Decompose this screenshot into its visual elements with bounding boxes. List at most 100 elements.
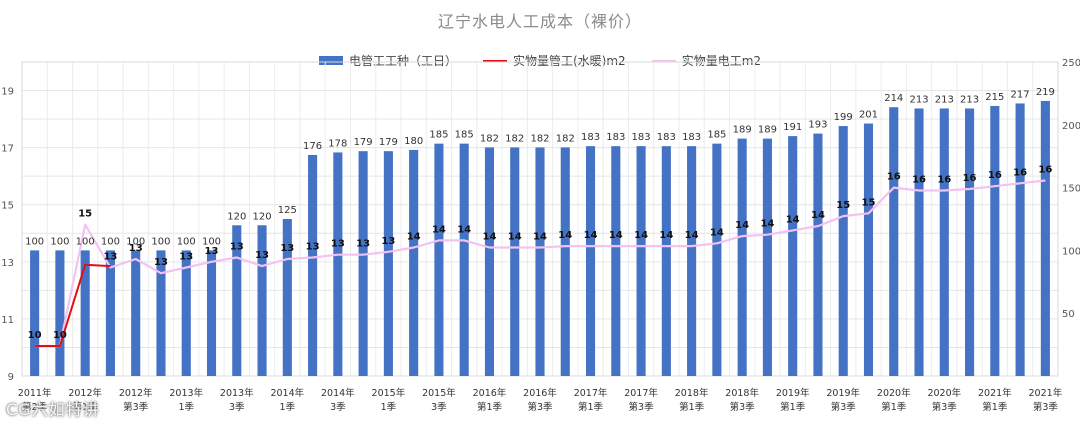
line-value-label: 14: [533, 232, 547, 243]
bar: [535, 147, 545, 376]
x-tick-label-quarter: 第1季: [780, 401, 806, 413]
x-tick-label-quarter: 第3季: [629, 401, 655, 413]
bar-value-label: 182: [530, 133, 549, 144]
x-tick-label-year: 2012年: [68, 387, 102, 399]
bar: [737, 138, 747, 376]
x-tick-label-quarter: 第3季: [932, 401, 958, 413]
line-value-label: 13: [280, 243, 294, 254]
line-value-label: 14: [407, 232, 421, 243]
bar: [687, 146, 697, 376]
bar: [80, 250, 90, 376]
bar-value-label: 185: [429, 130, 448, 141]
bar-value-label: 191: [783, 122, 802, 133]
bar-value-label: 100: [177, 236, 196, 247]
x-tick-label-year: 2021年: [978, 387, 1012, 399]
bar-value-label: 178: [328, 138, 347, 149]
bar-value-label: 180: [404, 136, 423, 147]
line-value-label: 16: [1038, 164, 1052, 175]
bar-value-label: 183: [606, 132, 625, 143]
x-tick-label-quarter: 3季: [330, 401, 346, 413]
line-value-label: 14: [584, 230, 598, 241]
bar: [282, 219, 292, 376]
bar-value-label: 182: [505, 133, 524, 144]
line-value-label: 13: [331, 239, 345, 250]
line-value-label: 16: [988, 170, 1002, 181]
bar: [1040, 100, 1050, 376]
bar: [484, 147, 495, 376]
bar: [257, 225, 267, 376]
bar-value-label: 215: [985, 92, 1004, 103]
x-tick-label-year: 2014年: [270, 387, 304, 399]
bar: [105, 250, 115, 376]
bar-value-label: 100: [202, 236, 221, 247]
bar-value-label: 213: [935, 94, 954, 105]
line-value-label: 14: [811, 210, 825, 221]
line-value-label: 16: [887, 172, 901, 183]
bar: [131, 250, 141, 376]
bar: [585, 146, 596, 376]
bar-value-label: 100: [50, 236, 69, 247]
y-left-tick-label: 17: [1, 144, 14, 155]
x-tick-label-quarter: 1季: [178, 401, 194, 413]
y-left-tick-label: 19: [1, 87, 14, 98]
x-tick-label-year: 2020年: [877, 387, 911, 399]
line-value-label: 13: [306, 242, 320, 253]
x-tick-label-year: 2017年: [574, 387, 608, 399]
bar: [510, 147, 520, 376]
series-line-pipe: [34, 263, 111, 347]
line-value-label: 16: [963, 173, 977, 184]
x-tick-label-year: 2021年: [1029, 387, 1063, 399]
line-value-label: 14: [457, 224, 471, 235]
x-tick-label-year: 2020年: [927, 387, 961, 399]
line-value-label: 13: [129, 243, 143, 254]
bar-value-label: 182: [480, 133, 499, 144]
x-tick-label-quarter: 第1季: [477, 401, 503, 413]
bar: [459, 143, 469, 376]
bar: [308, 154, 318, 376]
legend-item-elec-line[interactable]: 实物量电工m2: [651, 52, 762, 69]
x-tick-label-quarter: 第1季: [578, 401, 604, 413]
legend-label-pipe-line: 实物量管工(水暖)m2: [512, 54, 626, 68]
x-tick-label-quarter: 3季: [431, 401, 447, 413]
x-tick-label-year: 2018年: [675, 387, 709, 399]
x-tick-label-quarter: 1季: [280, 401, 296, 413]
bar: [762, 138, 772, 376]
bar: [1015, 103, 1025, 376]
legend-swatch-elec-line: [651, 59, 676, 62]
y-right-tick-label: 200: [1062, 121, 1080, 132]
bar-value-label: 199: [834, 112, 853, 123]
bar: [156, 250, 166, 376]
bar: [838, 126, 848, 376]
x-tick-label-year: 2018年: [725, 387, 759, 399]
line-value-label: 10: [28, 330, 42, 341]
bar: [434, 143, 444, 376]
bar-value-label: 183: [632, 132, 651, 143]
bar: [939, 108, 949, 377]
legend-label-elec-line: 实物量电工m2: [681, 54, 762, 68]
y-left-tick-label: 9: [8, 372, 14, 383]
bar-value-label: 182: [556, 133, 575, 144]
bar: [914, 108, 924, 377]
bar-value-label: 179: [379, 137, 398, 148]
bar: [611, 146, 621, 376]
y-right-tick-label: 150: [1062, 184, 1080, 195]
x-tick-label-quarter: 第3季: [123, 401, 149, 413]
line-value-label: 15: [836, 200, 850, 211]
x-tick-label-quarter: 第3季: [527, 401, 553, 413]
legend-item-pipe-line[interactable]: 实物量管工(水暖)m2: [482, 52, 626, 69]
y-right-tick-label: 100: [1062, 246, 1080, 257]
bar: [863, 123, 874, 376]
line-value-label: 14: [786, 214, 800, 225]
chart-title: 辽宁水电人工成本（裸价）: [437, 12, 642, 31]
line-value-label: 16: [912, 174, 926, 185]
line-value-label: 13: [103, 252, 117, 263]
bar-value-label: 100: [151, 236, 170, 247]
x-tick-label-quarter: 3季: [229, 401, 245, 413]
line-value-label: 13: [154, 257, 168, 268]
bar-value-label: 185: [455, 130, 474, 141]
bar-value-label: 183: [682, 132, 701, 143]
y-right-tick-label: 50: [1062, 309, 1075, 320]
bar-value-label: 120: [253, 211, 272, 222]
legend-swatch-pipe-line: [482, 59, 507, 62]
line-value-label: 14: [558, 230, 572, 241]
